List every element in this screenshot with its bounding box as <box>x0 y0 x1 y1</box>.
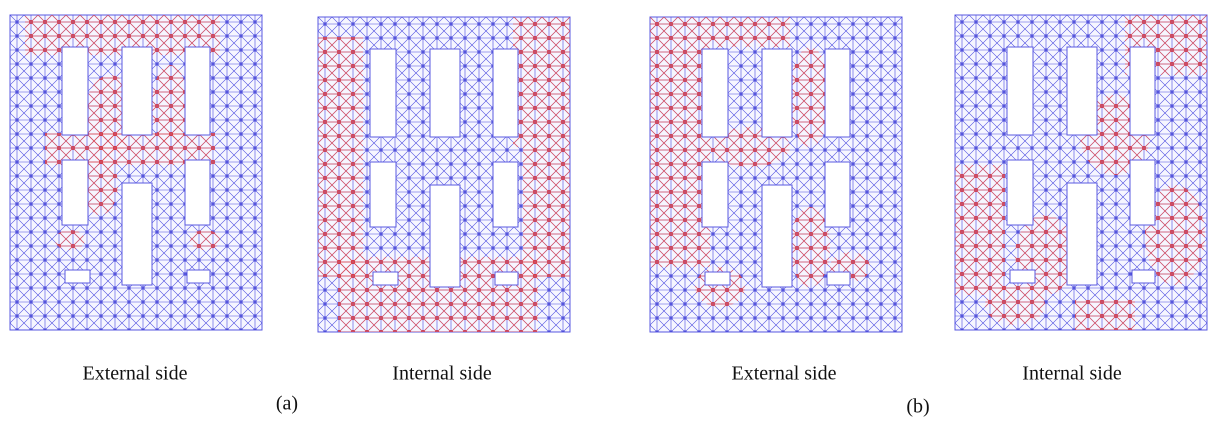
mesh-panel <box>318 17 570 332</box>
caption: External side <box>732 363 837 385</box>
figure: External side Internal side (a) External… <box>0 0 1219 423</box>
caption: Internal side <box>392 363 492 385</box>
figure-svg: External side Internal side (a) External… <box>0 0 1219 423</box>
caption: External side <box>83 363 188 385</box>
mesh-panel <box>10 15 262 330</box>
panel-label: (b) <box>906 396 929 418</box>
mesh-panel <box>955 15 1207 330</box>
panel-label: (a) <box>276 393 298 415</box>
mesh-panel <box>650 17 902 332</box>
caption: Internal side <box>1022 363 1122 385</box>
